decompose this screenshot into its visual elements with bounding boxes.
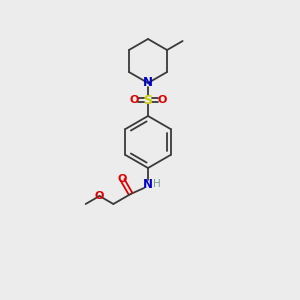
- Text: O: O: [118, 174, 128, 184]
- Text: N: N: [143, 76, 153, 89]
- Text: O: O: [129, 95, 139, 105]
- Text: S: S: [143, 94, 152, 106]
- Text: N: N: [143, 178, 153, 190]
- Text: H: H: [153, 179, 161, 189]
- Text: O: O: [157, 95, 167, 105]
- Text: O: O: [95, 191, 104, 201]
